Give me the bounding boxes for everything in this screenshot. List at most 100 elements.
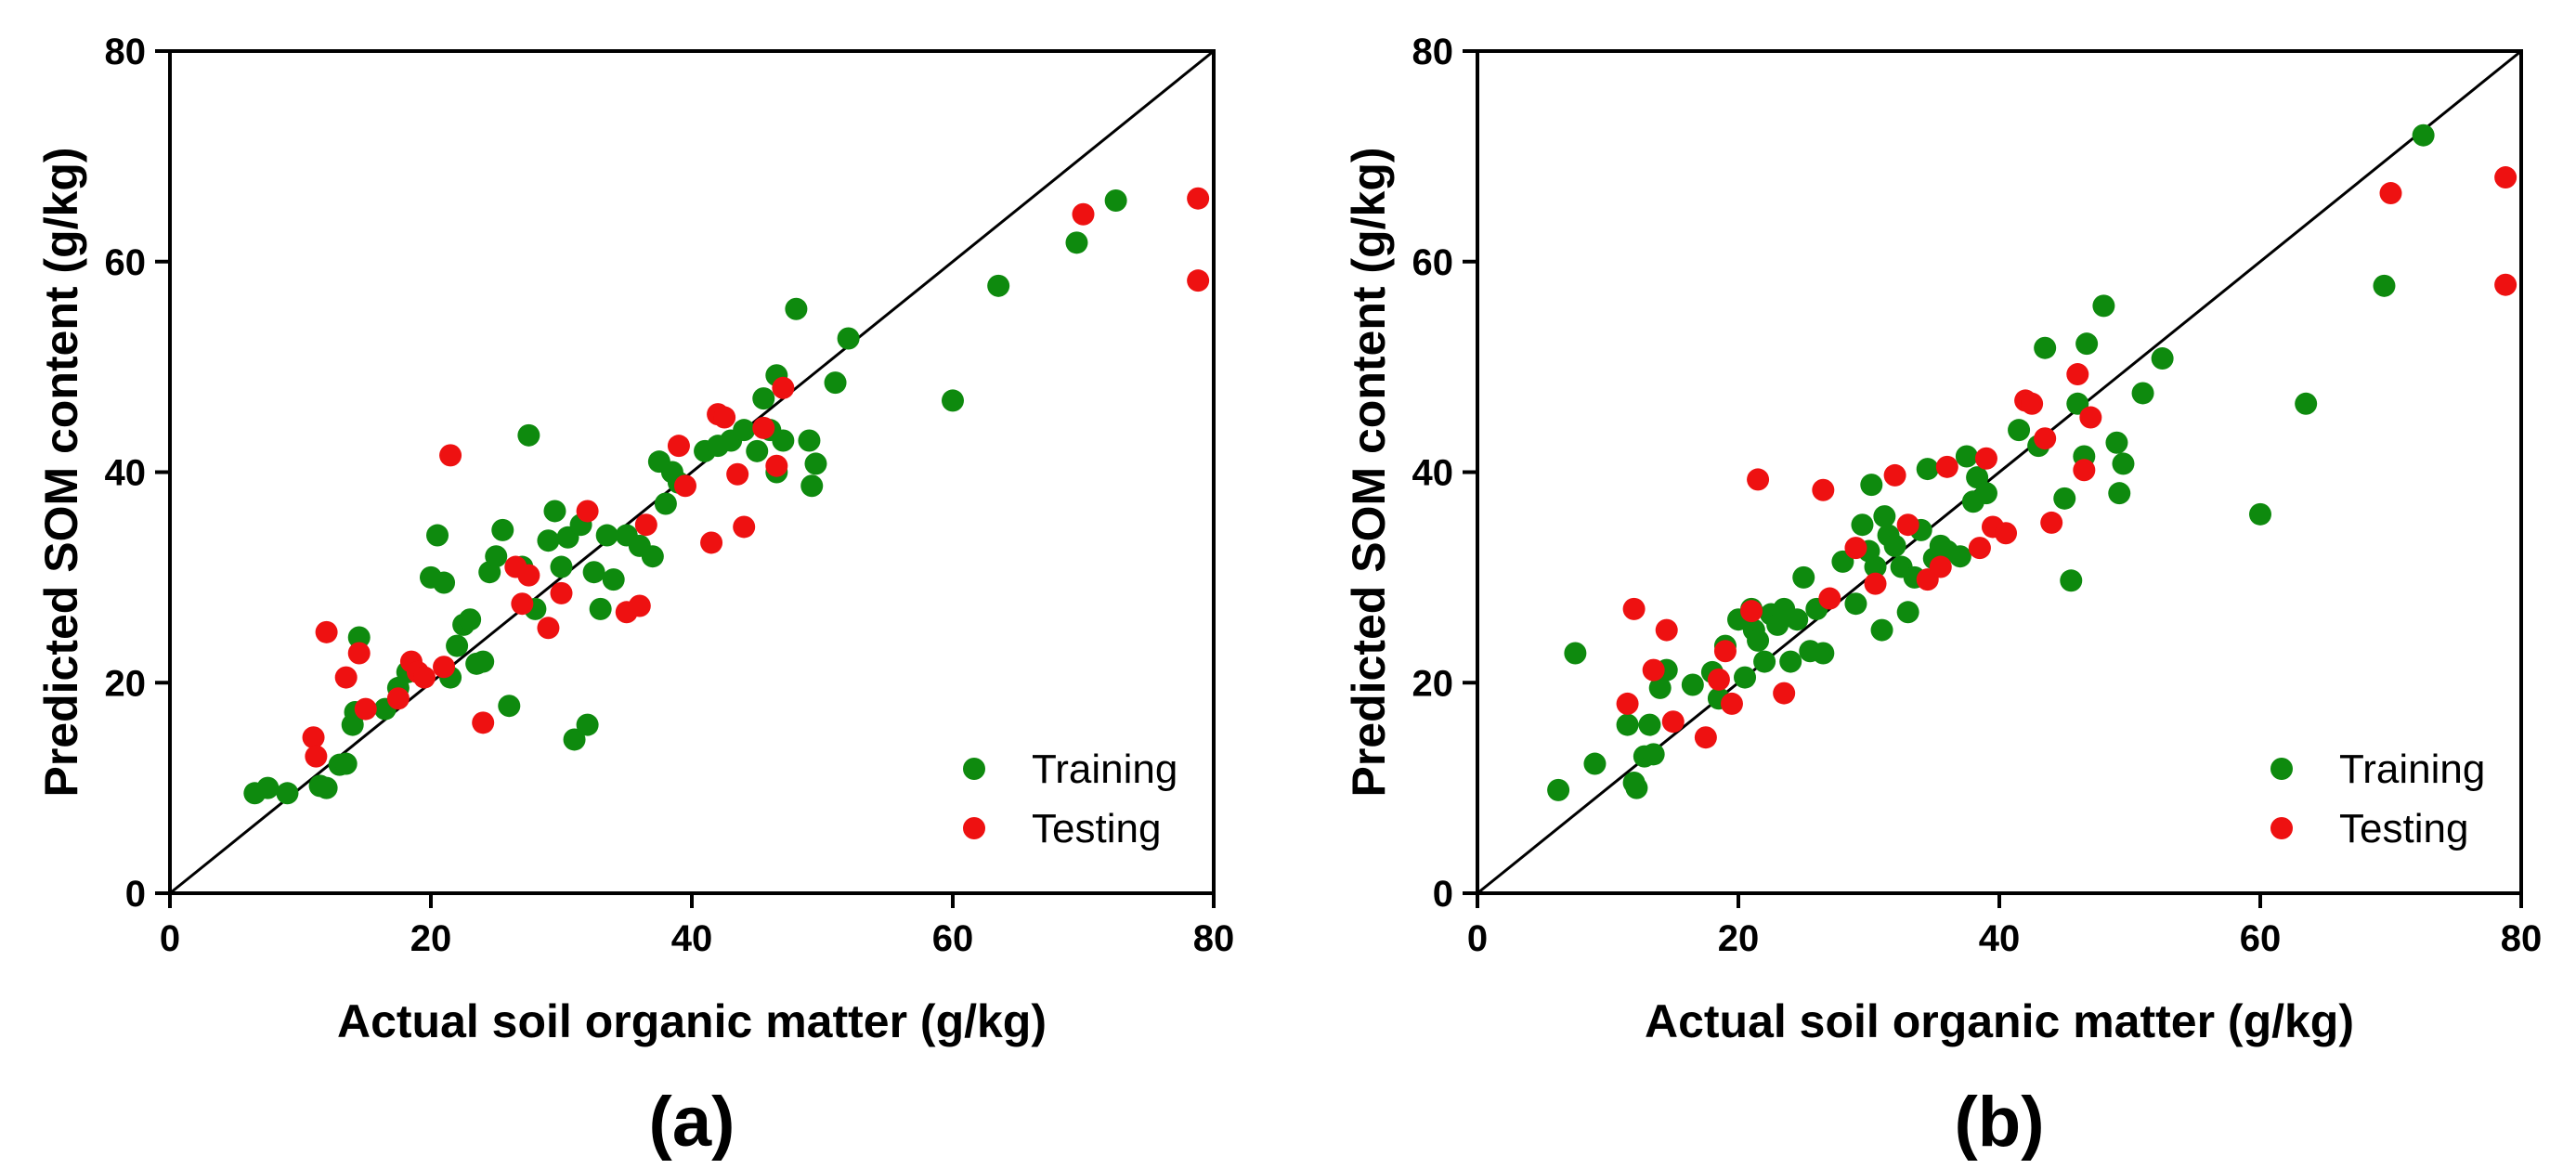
testing-point	[315, 620, 338, 643]
testing-point	[1818, 587, 1841, 610]
testing-point	[1072, 202, 1095, 226]
training-point	[347, 626, 371, 649]
x-tick-label: 20	[410, 918, 452, 959]
training-point	[733, 419, 756, 442]
testing-point	[1929, 555, 1952, 578]
testing-point	[752, 416, 775, 439]
training-point	[602, 568, 625, 591]
training-point	[543, 500, 566, 523]
training-point	[563, 728, 586, 751]
x-tick-label: 0	[160, 918, 180, 959]
testing-point	[2034, 427, 2057, 450]
x-tick-label: 0	[1467, 918, 1488, 959]
testing-point	[2040, 511, 2063, 534]
testing-point	[1747, 468, 1770, 491]
training-point	[1812, 642, 1835, 665]
training-point	[498, 695, 521, 718]
training-point	[1948, 545, 1971, 568]
training-point	[1564, 642, 1587, 665]
panel-label: (a)	[649, 1083, 735, 1162]
training-point	[550, 555, 573, 578]
y-tick-label: 80	[1412, 32, 1454, 72]
x-tick-label: 40	[1979, 918, 2021, 959]
training-point	[824, 371, 847, 395]
testing-point	[2494, 166, 2517, 189]
testing-point	[1864, 572, 1887, 595]
training-point	[1883, 534, 1906, 557]
training-point	[1734, 666, 1757, 689]
testing-point	[511, 592, 534, 616]
testing-point	[673, 474, 696, 498]
x-tick-label: 60	[2240, 918, 2282, 959]
training-point	[256, 776, 280, 799]
panel-b: 0 20 40 60 80 0 20 40 60 80 Actual soil organic ma…	[1343, 32, 2542, 1162]
training-point	[800, 474, 824, 498]
testing-point	[726, 462, 749, 486]
training-point	[1547, 778, 1570, 801]
training-point	[1896, 601, 1919, 624]
testing-point	[700, 531, 723, 554]
training-point	[1955, 445, 1978, 468]
testing-point	[1935, 455, 1958, 478]
testing-point	[576, 500, 599, 523]
training-point	[1104, 188, 1127, 212]
training-point	[2412, 123, 2435, 147]
testing-point	[1720, 692, 1743, 715]
training-point	[1786, 608, 1809, 631]
training-point	[1747, 629, 1770, 652]
testing-point	[347, 642, 371, 665]
testing-point	[667, 435, 690, 458]
testing-point	[1616, 692, 1639, 715]
legend-label-training: Training	[2339, 747, 2485, 792]
testing-point	[1694, 726, 1717, 749]
testing-point	[433, 656, 456, 679]
training-point	[1779, 650, 1802, 673]
training-point	[798, 429, 821, 452]
testing-point	[2079, 406, 2102, 429]
training-point	[459, 608, 482, 631]
testing-point	[1896, 513, 1919, 537]
training-point	[1851, 513, 1874, 537]
x-tick-label: 80	[2501, 918, 2543, 959]
training-point	[752, 387, 775, 410]
training-point	[942, 389, 964, 412]
y-tick-label: 0	[1433, 874, 1453, 915]
training-point	[426, 524, 449, 547]
training-point	[1974, 482, 1997, 505]
legend-marker-testing	[963, 817, 985, 839]
testing-point	[1883, 463, 1906, 487]
training-point	[772, 429, 795, 452]
testing-point	[537, 617, 560, 640]
training-point	[2105, 431, 2128, 454]
training-point	[1642, 743, 1665, 766]
testing-point	[2494, 273, 2517, 296]
testing-point	[733, 515, 756, 539]
testing-point	[2073, 459, 2096, 482]
testing-point	[305, 745, 328, 768]
testing-point	[1707, 668, 1730, 691]
training-point	[517, 423, 540, 447]
y-tick-label: 40	[1412, 453, 1454, 494]
testing-point	[412, 666, 436, 689]
legend-marker-training	[963, 758, 985, 780]
legend-label-testing: Testing	[1032, 806, 1161, 851]
y-tick-label: 0	[125, 874, 146, 915]
legend-marker-training	[2270, 758, 2293, 780]
testing-point	[1713, 640, 1737, 663]
testing-point	[302, 726, 325, 749]
training-point	[2075, 332, 2099, 356]
testing-point	[1773, 682, 1796, 705]
panel-a: 0 20 40 60 80 0 20 40 60 80 Actual soil organic ma…	[35, 32, 1234, 1162]
testing-point	[386, 687, 410, 710]
testing-point	[1974, 447, 1997, 470]
testing-point	[1622, 597, 1646, 620]
legend-label-testing: Testing	[2339, 806, 2468, 851]
training-point	[2151, 347, 2174, 370]
training-point	[1873, 505, 1896, 528]
training-point	[334, 752, 358, 775]
testing-point	[713, 406, 736, 429]
training-point	[804, 452, 827, 475]
training-point	[537, 529, 560, 552]
training-point	[491, 518, 514, 541]
